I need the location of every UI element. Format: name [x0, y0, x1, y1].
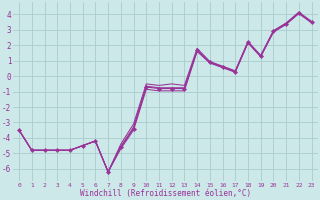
X-axis label: Windchill (Refroidissement éolien,°C): Windchill (Refroidissement éolien,°C)	[80, 189, 251, 198]
